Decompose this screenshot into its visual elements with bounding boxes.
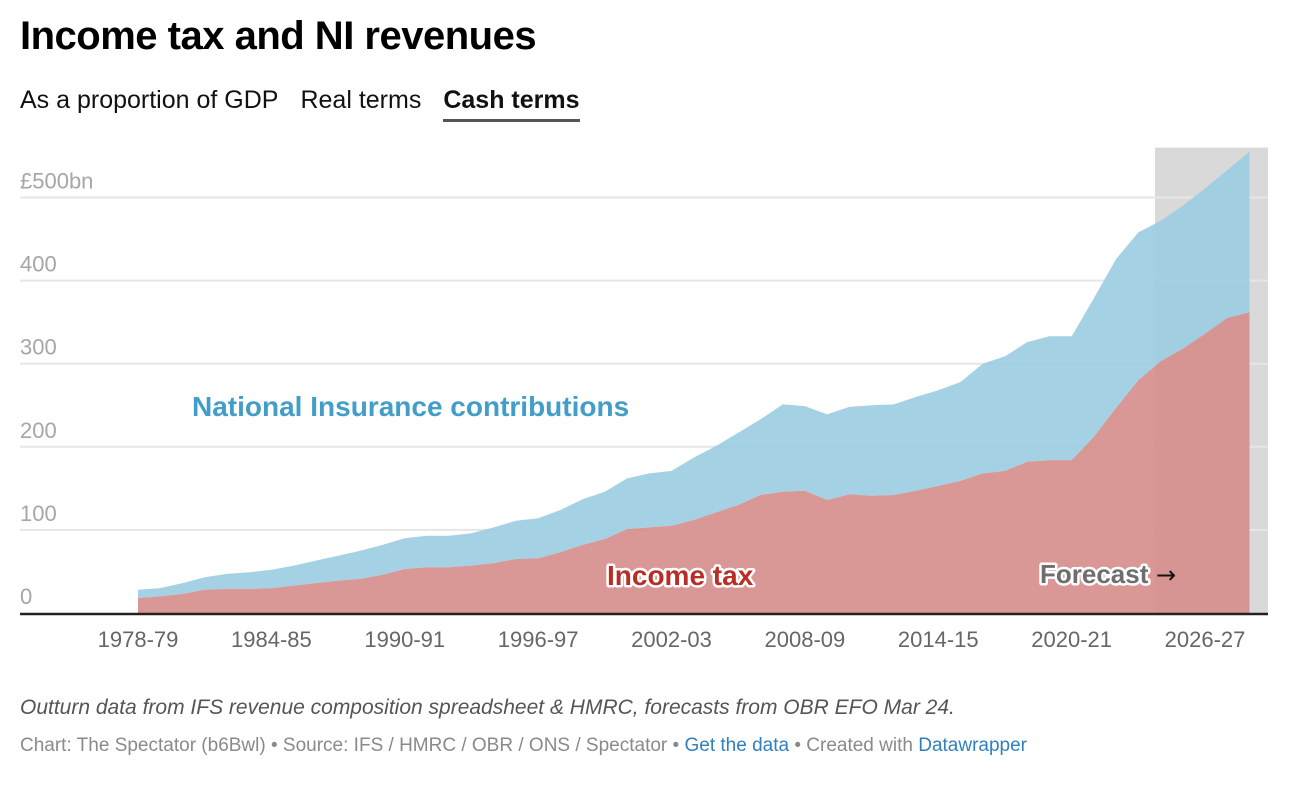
ni-area xyxy=(138,151,1250,599)
footer-separator: • xyxy=(265,735,283,756)
x-tick-label: 2002-03 xyxy=(631,627,712,652)
y-tick-label: 400 xyxy=(20,252,57,277)
chart-credit: Chart: The Spectator (b6Bwl) xyxy=(20,735,266,756)
tab-cash-terms[interactable]: Cash terms xyxy=(443,86,580,122)
get-the-data-link[interactable]: Get the data xyxy=(684,735,790,756)
forecast-label: Forecast xyxy=(1040,559,1149,589)
footer-separator: • xyxy=(667,735,685,756)
chart-footer: Chart: The Spectator (b6Bwl) • Source: I… xyxy=(20,735,1027,757)
datawrapper-link[interactable]: Datawrapper xyxy=(918,735,1027,756)
x-tick-label: 2026-27 xyxy=(1165,627,1246,652)
view-tabs: As a proportion of GDP Real terms Cash t… xyxy=(20,86,580,122)
tab-proportion-of-gdp[interactable]: As a proportion of GDP xyxy=(20,86,279,114)
stacked-area-chart: 0 100 200 300 400 £500bn 1978-79 1984-85 1990-9… xyxy=(20,147,1268,652)
x-tick-label: 2014-15 xyxy=(898,627,979,652)
chart-notes: Outturn data from IFS revenue compositio… xyxy=(20,696,955,719)
y-tick-label: £500bn xyxy=(20,169,93,194)
y-tick-label: 300 xyxy=(20,335,57,360)
x-tick-label: 1978-79 xyxy=(98,627,179,652)
income-tax-series-label: Income tax xyxy=(607,560,754,591)
y-tick-label: 100 xyxy=(20,501,57,526)
x-tick-label: 2008-09 xyxy=(765,627,846,652)
chart-source: Source: IFS / HMRC / OBR / ONS / Spectat… xyxy=(282,735,668,756)
y-tick-label: 200 xyxy=(20,418,57,443)
x-tick-label: 2020-21 xyxy=(1031,627,1112,652)
x-tick-label: 1990-91 xyxy=(364,627,445,652)
tab-real-terms[interactable]: Real terms xyxy=(300,86,422,114)
income-tax-area xyxy=(138,312,1250,613)
ni-series-label: National Insurance contributions xyxy=(192,391,629,422)
created-with-text: Created with xyxy=(806,735,913,756)
x-tick-label: 1984-85 xyxy=(231,627,312,652)
y-tick-label: 0 xyxy=(20,584,32,609)
x-tick-label: 1996-97 xyxy=(498,627,579,652)
forecast-arrow-icon: → xyxy=(1156,561,1176,589)
footer-separator: • xyxy=(789,735,807,756)
chart-title: Income tax and NI revenues xyxy=(20,14,537,58)
